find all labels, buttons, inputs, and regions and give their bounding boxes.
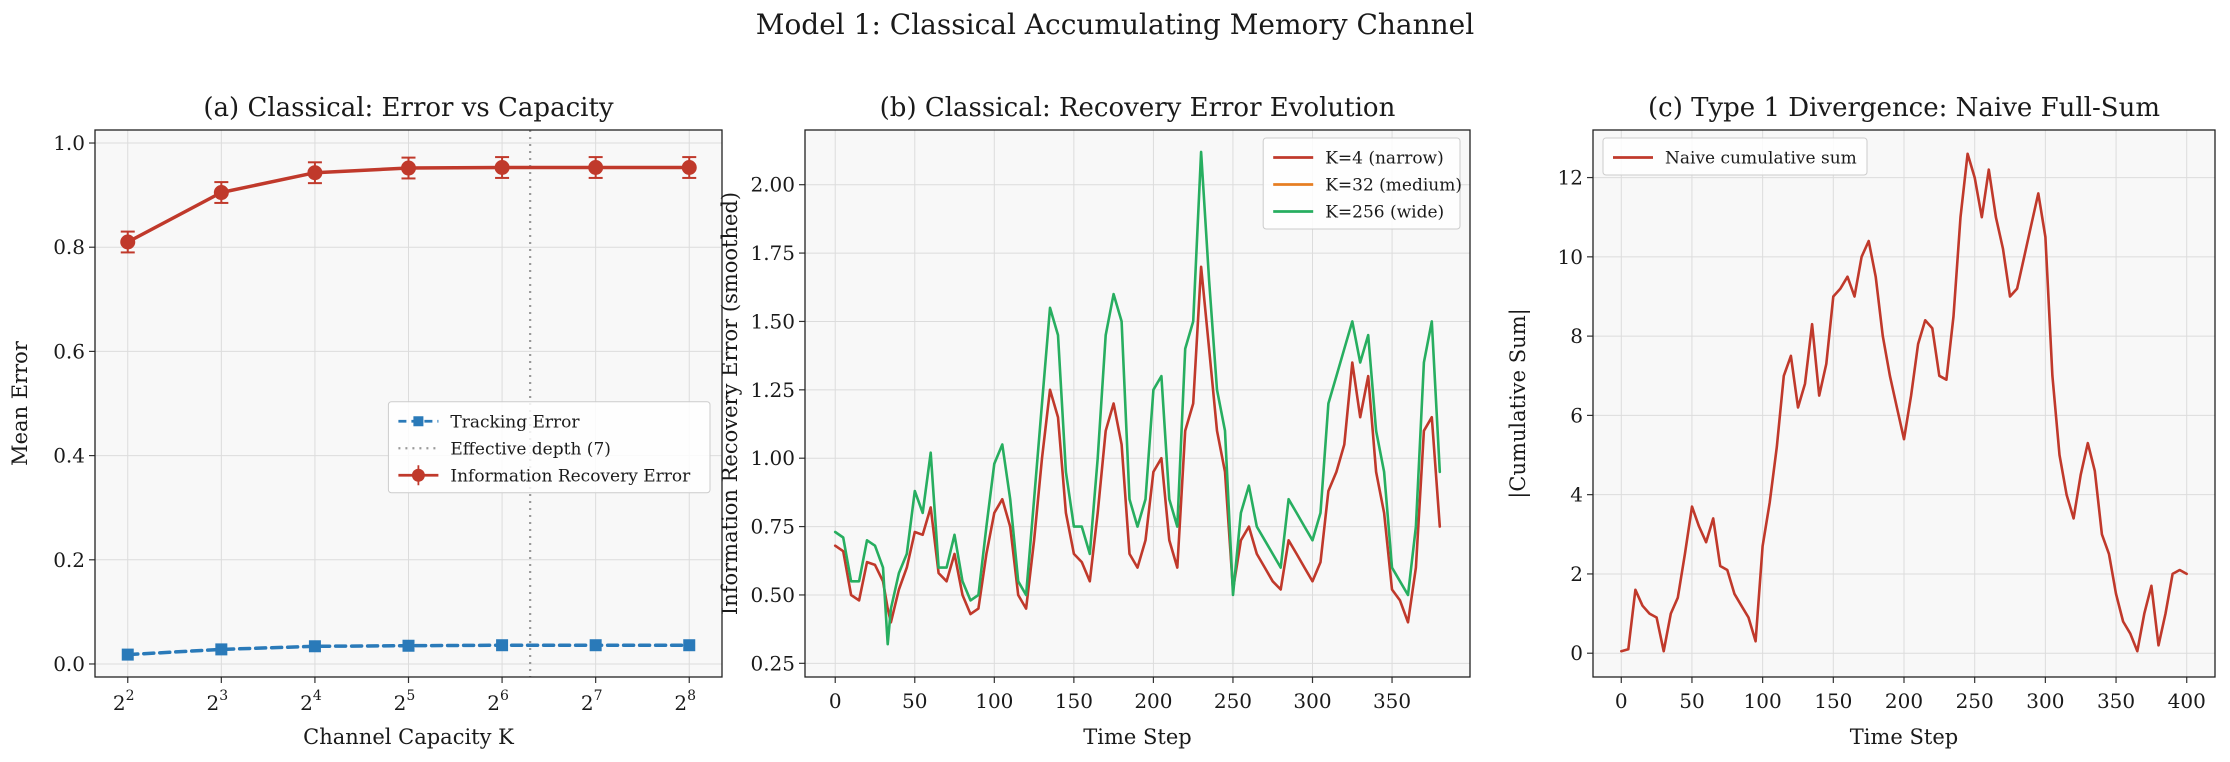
x-tick-label: 150 (1814, 689, 1852, 713)
chart-title: (a) Classical: Error vs Capacity (203, 93, 614, 123)
legend-label: K=32 (medium) (1325, 176, 1462, 196)
y-axis-label: Information Recovery Error (smoothed) (718, 192, 742, 615)
x-tick-label: 300 (2026, 689, 2064, 713)
y-tick-label: 12 (1558, 166, 1583, 190)
x-tick-label: 50 (1679, 689, 1704, 713)
data-point (121, 648, 134, 661)
legend-box (1602, 137, 1868, 176)
x-tick-label: 0 (829, 689, 842, 713)
x-tick-label: 350 (1373, 689, 1411, 713)
data-point (681, 160, 697, 176)
y-tick-label: 2 (1570, 562, 1583, 586)
y-tick-label: 6 (1570, 403, 1583, 427)
x-tick-label: 250 (1956, 689, 1994, 713)
axes-frame (804, 129, 1471, 678)
data-point (589, 639, 602, 652)
y-tick-label: 1.00 (750, 446, 795, 470)
x-tick-label: 0 (1615, 689, 1628, 713)
data-point (215, 643, 228, 656)
legend: K=4 (narrow) K=32 (medium) K=256 (wide) (1262, 137, 1462, 230)
chart-panel-3: 0 50 100 150 200 250 300 350 400 0 2 4 6 8 10 12 (c) Typ… (1506, 93, 2216, 749)
data-point (213, 185, 229, 201)
legend: Tracking Error Effective depth (7) Informa… (387, 401, 711, 494)
y-tick-label: 0.4 (53, 444, 85, 468)
y-tick-label: 0.0 (53, 652, 85, 676)
legend-label: K=256 (wide) (1325, 203, 1444, 223)
legend-marker (413, 416, 424, 427)
legend-label: Information Recovery Error (450, 466, 691, 486)
y-tick-label: 0.8 (53, 235, 85, 259)
x-tick-exponent: 7 (594, 688, 603, 704)
x-tick-label: 50 (902, 689, 927, 713)
x-axis-label: Channel Capacity K (303, 725, 514, 749)
chart-panel-2: 0 50 100 150 200 250 300 350 0.25 0.50 0.75 1.00 1.2… (718, 93, 1471, 749)
y-tick-label: 0.6 (53, 339, 85, 363)
x-tick-exponent: 6 (500, 688, 509, 704)
x-tick-exponent: 5 (406, 688, 415, 704)
data-point (307, 165, 323, 181)
x-tick-exponent: 2 (126, 688, 135, 704)
x-tick-exponent: 8 (687, 688, 696, 704)
x-axis-label: Time Step (1850, 725, 1958, 749)
y-tick-label: 0.25 (750, 651, 795, 675)
data-point (683, 639, 696, 652)
chart-title: (c) Type 1 Divergence: Naive Full-Sum (1648, 93, 2160, 123)
x-tick-exponent: 4 (313, 688, 322, 704)
chart-panel-1: 22 23 24 25 26 27 280.00.20.40.60.81.0(a) Clas… (8, 93, 723, 749)
x-tick-label: 250 (1214, 689, 1252, 713)
x-axis-label: Time Step (1083, 725, 1191, 749)
legend-label: Effective depth (7) (450, 439, 611, 459)
chart-title: (b) Classical: Recovery Error Evolution (880, 93, 1396, 123)
x-tick-label: 200 (1134, 689, 1172, 713)
y-tick-label: 0.75 (750, 515, 795, 539)
y-tick-label: 4 (1570, 483, 1583, 507)
y-tick-label: 1.25 (750, 378, 795, 402)
axes-frame (1592, 129, 2216, 678)
data-point (402, 639, 415, 652)
x-tick-label: 350 (2097, 689, 2135, 713)
legend-box (1262, 137, 1461, 230)
y-tick-label: 8 (1570, 324, 1583, 348)
y-axis-label: |Cumulative Sum| (1506, 308, 1531, 498)
y-axis-label: Mean Error (8, 340, 32, 466)
x-tick-label: 150 (1055, 689, 1093, 713)
legend: Naive cumulative sum (1602, 137, 1868, 176)
y-tick-label: 0.50 (750, 583, 795, 607)
figure-suptitle: Model 1: Classical Accumulating Memory C… (756, 8, 1474, 41)
y-tick-label: 1.50 (750, 309, 795, 333)
legend-label: Naive cumulative sum (1665, 149, 1857, 169)
legend-box (387, 401, 711, 494)
x-tick-label: 200 (1885, 689, 1923, 713)
x-tick-label: 300 (1293, 689, 1331, 713)
x-tick-label: 100 (975, 689, 1013, 713)
x-tick-exponent: 3 (219, 688, 228, 704)
data-point (401, 160, 416, 176)
y-tick-label: 2.00 (750, 173, 795, 197)
data-point (496, 639, 509, 652)
y-tick-label: 0 (1570, 641, 1583, 665)
y-tick-label: 0.2 (53, 548, 85, 572)
data-point (588, 160, 604, 176)
axes-frame (94, 129, 723, 678)
y-tick-label: 1.0 (53, 131, 85, 155)
x-tick-label: 100 (1744, 689, 1782, 713)
legend-label: K=4 (narrow) (1325, 149, 1444, 169)
y-tick-label: 1.75 (750, 241, 795, 265)
series-line-3 (833, 150, 1442, 646)
data-point (494, 160, 510, 176)
legend-label: Tracking Error (450, 412, 580, 432)
series-line-1 (1620, 152, 2188, 653)
data-point (120, 234, 136, 250)
y-tick-label: 10 (1558, 245, 1583, 269)
data-point (308, 640, 321, 653)
series-line-1 (833, 265, 1442, 624)
x-tick-label: 400 (2168, 689, 2206, 713)
